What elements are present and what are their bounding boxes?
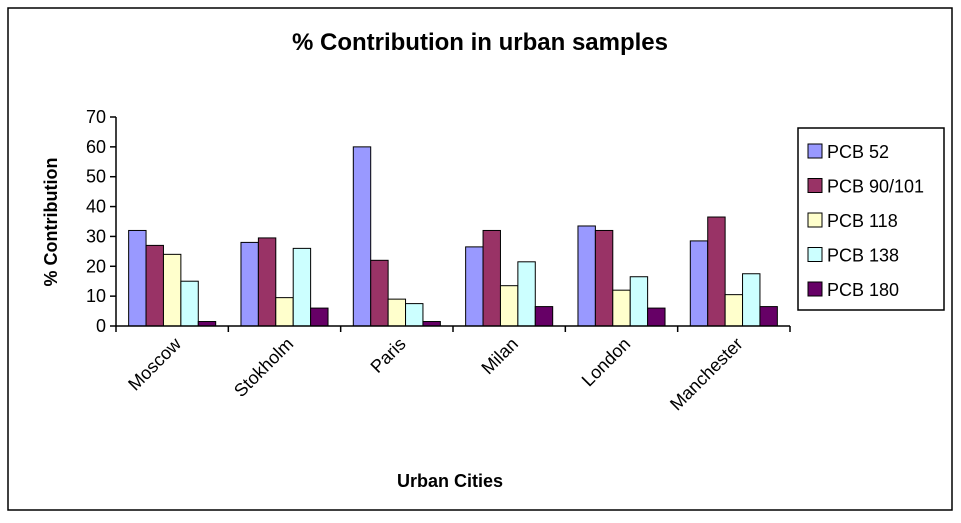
chart-title: % Contribution in urban samples — [292, 29, 668, 56]
legend-label: PCB 118 — [827, 211, 898, 231]
bar-pcb-138-stokholm — [292, 247, 312, 327]
y-tick-label: 20 — [86, 256, 106, 276]
bar-pcb-180-london — [647, 307, 666, 327]
y-tick-label: 60 — [86, 137, 106, 157]
legend-swatch — [807, 143, 823, 159]
bar-pcb-138-moscow — [180, 280, 199, 327]
bar-pcb-118-paris — [387, 298, 407, 327]
bar-pcb-138-manchester — [742, 273, 761, 327]
bar-pcb-90-101-moscow — [145, 244, 164, 327]
bar-pcb-52-stokholm — [240, 241, 259, 327]
bar-pcb-90-101-stokholm — [257, 237, 277, 327]
y-tick-label: 0 — [96, 316, 106, 336]
bar-pcb-180-milan — [534, 306, 554, 327]
bar-pcb-90-101-milan — [482, 229, 501, 327]
bar-pcb-118-milan — [499, 285, 519, 327]
y-axis-title: % Contribution — [41, 158, 61, 287]
bar-pcb-52-london — [577, 225, 596, 327]
legend-swatch — [807, 212, 823, 228]
legend-swatch — [807, 281, 823, 297]
y-tick-label: 30 — [86, 226, 106, 246]
legend-swatch — [807, 247, 823, 262]
y-tick-label: 50 — [86, 167, 106, 187]
legend-label: PCB 52 — [827, 142, 889, 162]
bar-pcb-52-paris — [352, 146, 372, 327]
bar-pcb-52-moscow — [128, 229, 147, 327]
bar-pcb-138-paris — [405, 303, 424, 327]
bar-pcb-138-milan — [517, 261, 536, 327]
bar-pcb-52-milan — [465, 246, 484, 327]
bar-pcb-90-101-london — [594, 229, 614, 327]
y-tick-label: 40 — [86, 197, 106, 217]
bar-pcb-52-manchester — [689, 240, 709, 327]
legend-label: PCB 90/101 — [827, 177, 924, 197]
bar-pcb-90-101-paris — [370, 259, 389, 327]
y-tick-label: 70 — [86, 107, 106, 127]
legend: PCB 52 PCB 90/101 PCB 118 PCB 138 PCB 180 — [797, 127, 945, 311]
legend-label: PCB 180 — [827, 280, 899, 300]
bar-pcb-118-moscow — [162, 253, 182, 327]
bar-pcb-90-101-manchester — [707, 216, 726, 327]
bar-pcb-118-stokholm — [275, 297, 294, 327]
y-tick-label: 10 — [86, 286, 106, 306]
bar-pcb-180-stokholm — [310, 307, 329, 327]
bar-pcb-118-manchester — [724, 294, 744, 327]
legend-label: PCB 138 — [827, 246, 899, 266]
x-axis-title: Urban Cities — [397, 471, 503, 491]
bar-pcb-138-london — [629, 276, 649, 327]
bar-pcb-118-london — [612, 289, 631, 327]
bars-layer — [128, 146, 778, 327]
legend-swatch — [807, 178, 823, 193]
bar-pcb-180-manchester — [759, 306, 778, 327]
